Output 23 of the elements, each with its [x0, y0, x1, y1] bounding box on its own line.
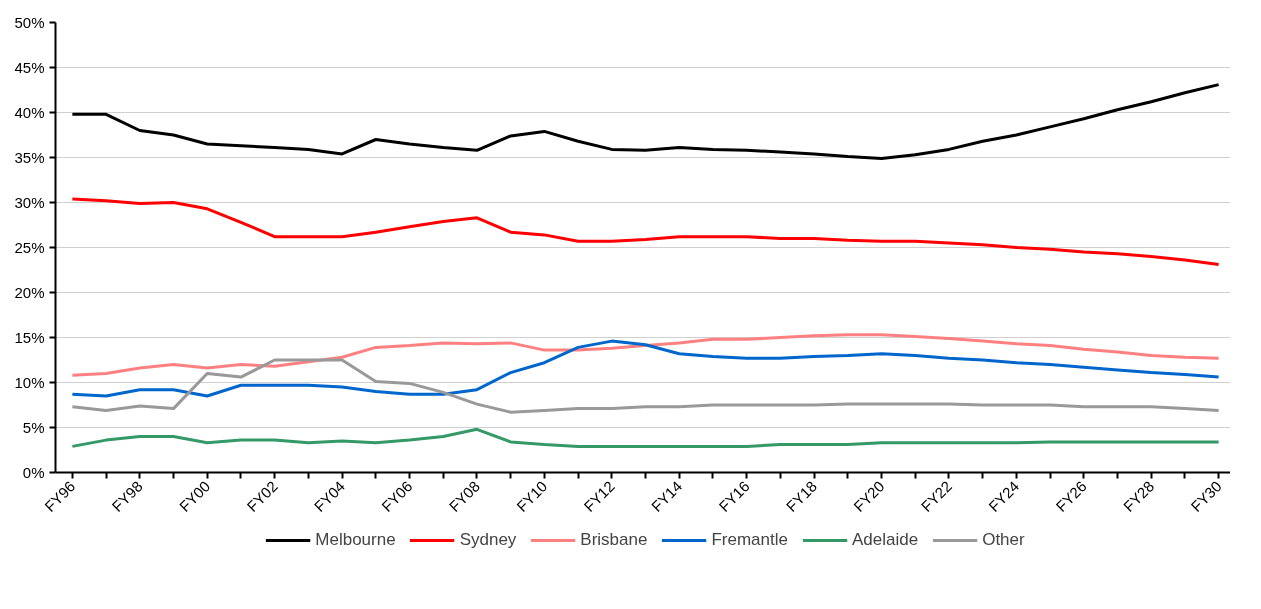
y-tick-label: 0% — [22, 464, 45, 481]
y-tick-label: 15% — [14, 329, 45, 346]
legend-label: Fremantle — [711, 530, 788, 550]
y-tick-label: 50% — [14, 14, 45, 31]
y-tick-label: 40% — [14, 104, 45, 121]
y-tick-label: 35% — [14, 149, 45, 166]
line-series — [70, 358, 1221, 414]
line-series — [70, 427, 1221, 448]
legend-label: Sydney — [459, 530, 517, 550]
line-series — [70, 333, 1221, 377]
line-series — [70, 83, 1221, 160]
y-tick-label: 25% — [14, 239, 45, 256]
y-tick-label: 30% — [14, 194, 45, 211]
y-tick-label: 20% — [14, 284, 45, 301]
line-series — [70, 197, 1221, 267]
y-tick-label: 45% — [14, 59, 45, 76]
line-series — [70, 339, 1221, 398]
y-tick-label: 5% — [22, 419, 45, 436]
legend-label: Melbourne — [315, 530, 396, 550]
legend-label: Adelaide — [851, 530, 919, 550]
legend-label: Brisbane — [580, 530, 648, 550]
legend-label: Other — [982, 530, 1025, 550]
y-tick-label: 10% — [14, 374, 45, 391]
